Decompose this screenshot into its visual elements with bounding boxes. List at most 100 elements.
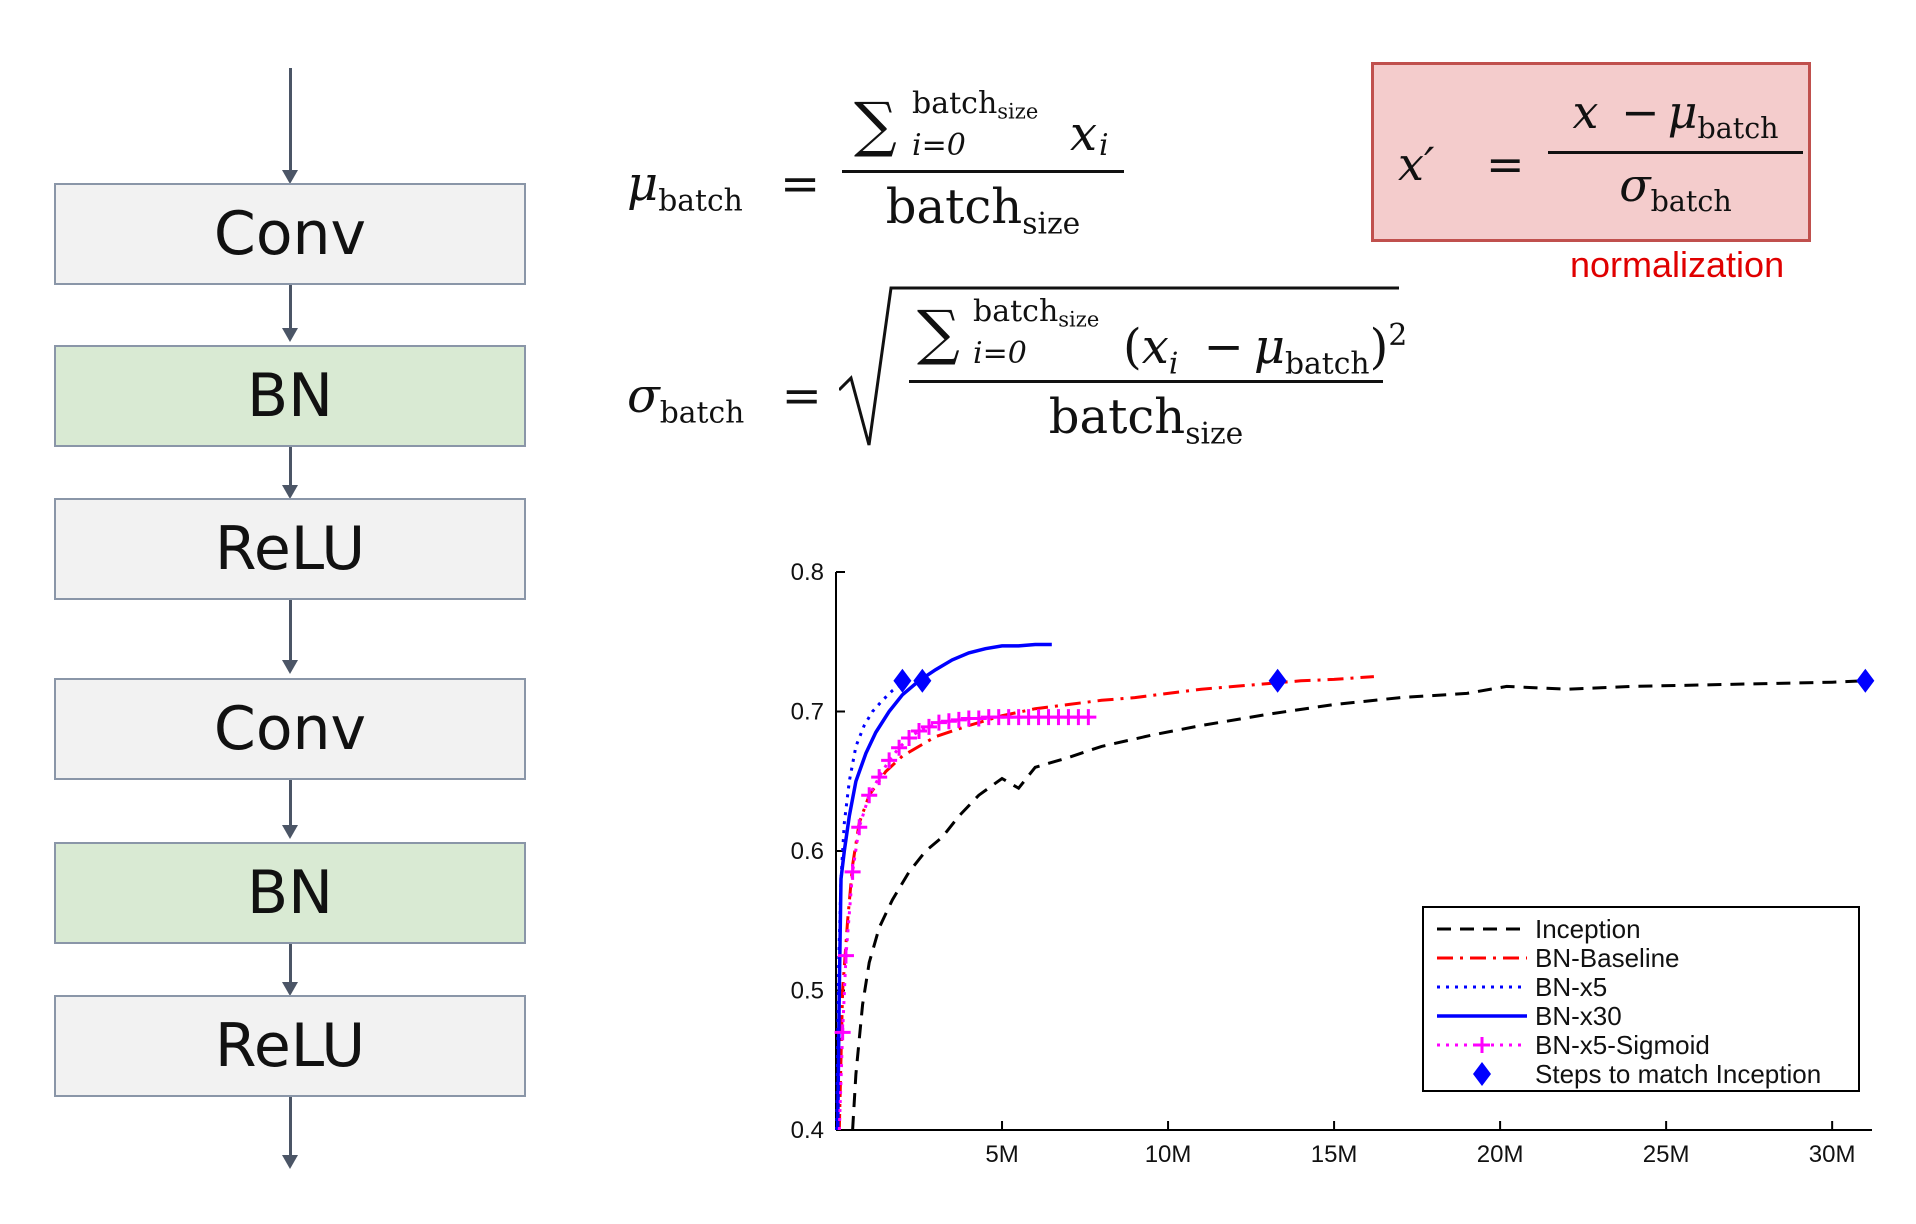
legend-label: BN-x30 [1535, 1001, 1622, 1031]
sum-symbol: ∑ [917, 298, 960, 368]
match-inception-diamond [913, 668, 932, 693]
sigmoid-point-marker [920, 718, 937, 735]
sigma-subscript: batch [1650, 184, 1732, 218]
sum-lower: i=0 [973, 336, 1027, 371]
block-label: Conv [213, 694, 367, 764]
arrow-top-head [282, 170, 298, 184]
arrow-4 [289, 780, 292, 828]
sigmoid-point-marker [1080, 709, 1097, 726]
mu-subscript: batch [1697, 111, 1779, 145]
arrow-top [289, 68, 292, 178]
block-conv-2: Conv [54, 678, 526, 780]
sum-upper: batchsize [912, 86, 1038, 123]
y-tick-label: 0.6 [791, 838, 824, 865]
x-tick-label: 15M [1311, 1141, 1358, 1168]
sqrt-sign [839, 286, 1399, 446]
legend-label: Inception [1535, 914, 1641, 944]
chart-legend: InceptionBN-BaselineBN-x5BN-x30BN-x5-Sig… [1422, 906, 1860, 1092]
series-line-bn-x30 [835, 642, 1052, 1131]
term-subscript: i [1168, 346, 1179, 382]
arrow-4-head [282, 825, 298, 839]
term-subscript: i [1099, 128, 1109, 163]
normalization-box: x′ = x − μbatch σbatch [1371, 62, 1811, 242]
normalization-caption: normalization [1570, 244, 1785, 285]
numerator-term: (xi − μbatch)2 [1123, 318, 1407, 381]
mu-symbol: μ [1253, 318, 1286, 375]
block-bn-1: BN [54, 345, 526, 447]
legend-label: BN-x5-Sigmoid [1535, 1030, 1710, 1060]
std-fraction: ∑ batchsize i=0 (xi − μbatch)2 batchsize [909, 294, 1407, 451]
block-relu-1: ReLU [54, 498, 526, 600]
x-tick-label: 20M [1477, 1141, 1524, 1168]
block-label: BN [246, 361, 334, 431]
sum-upper-subscript: size [997, 99, 1039, 124]
sum-upper-text: batch [973, 294, 1059, 329]
arrow-5 [289, 944, 292, 986]
sigmoid-point-marker [844, 863, 861, 880]
normalization-equation: x′ = x − μbatch σbatch [1398, 81, 1803, 231]
arrow-2 [289, 447, 292, 487]
sum-lower: i=0 [912, 128, 966, 163]
equals-sign: = [781, 368, 822, 424]
x-tick-label: 5M [985, 1141, 1018, 1168]
legend-label: Steps to match Inception [1535, 1059, 1821, 1089]
chart-series [834, 642, 1875, 1131]
y-tick-label: 0.4 [791, 1117, 824, 1144]
normalization-numerator: x − μbatch [1548, 85, 1803, 145]
sum-upper-subscript: size [1058, 307, 1100, 332]
arrow-bottom [289, 1097, 292, 1157]
mean-lhs: μbatch = [627, 156, 820, 218]
series-line-bn-x5-sigmoid [837, 715, 1089, 1131]
training-chart: 0.4 0.5 0.6 0.7 0.8 5M 10M 15M 20M 25M 30M Incepti… [791, 559, 1875, 1168]
arrow-1 [289, 285, 292, 333]
mu-symbol: μ [627, 156, 659, 212]
mu-subscript: batch [1285, 346, 1370, 382]
x-prime: x′ [1398, 137, 1435, 191]
std-lhs: σbatch = [627, 368, 822, 430]
y-tick-label: 0.8 [791, 559, 824, 586]
block-relu-2: ReLU [54, 995, 526, 1097]
num-x: x [1572, 85, 1599, 139]
term-x: x [1141, 318, 1169, 375]
arrow-5-head [282, 982, 298, 996]
term-x: x [1070, 106, 1098, 162]
match-inception-diamond [1856, 668, 1875, 693]
legend-box [1422, 906, 1860, 1092]
block-label: ReLU [214, 514, 366, 584]
y-tick-label: 0.7 [791, 699, 824, 726]
sigmoid-point-marker [851, 819, 868, 836]
match-inception-diamond [1268, 668, 1287, 693]
block-conv-1: Conv [54, 183, 526, 285]
arrow-1-head [282, 328, 298, 342]
minus-sign: − [1203, 318, 1244, 375]
arrow-3 [289, 600, 292, 660]
sigmoid-point-marker [911, 723, 928, 740]
arrow-bottom-head [282, 1155, 298, 1169]
fraction-bar [842, 170, 1124, 173]
sum-symbol: ∑ [854, 90, 897, 160]
sigmoid-point-marker [881, 752, 898, 769]
block-label: Conv [213, 199, 367, 269]
denominator-text: batch [885, 179, 1023, 235]
sum-upper-text: batch [912, 86, 998, 121]
normalization-denominator: σbatch [1548, 158, 1803, 218]
block-bn-2: BN [54, 842, 526, 944]
sum-upper: batchsize [973, 294, 1099, 331]
legend-label: BN-Baseline [1535, 943, 1680, 973]
sigmoid-point-marker [861, 787, 878, 804]
sigmoid-point-marker [837, 947, 854, 964]
sigmoid-point-marker [834, 1024, 851, 1041]
sigma-symbol: σ [1619, 157, 1651, 212]
sigmoid-point-marker [891, 739, 908, 756]
sigmoid-point-marker [901, 730, 918, 747]
std-numerator: ∑ batchsize i=0 (xi − μbatch)2 [909, 294, 1407, 381]
paren-open: ( [1123, 318, 1142, 375]
block-label: BN [246, 858, 334, 928]
series-line-bn-baseline [837, 675, 1375, 1131]
sigma-symbol: σ [627, 368, 660, 424]
fraction-bar [909, 380, 1383, 383]
denominator-subscript: size [1022, 206, 1081, 242]
legend-plus-marker [1474, 1037, 1490, 1053]
